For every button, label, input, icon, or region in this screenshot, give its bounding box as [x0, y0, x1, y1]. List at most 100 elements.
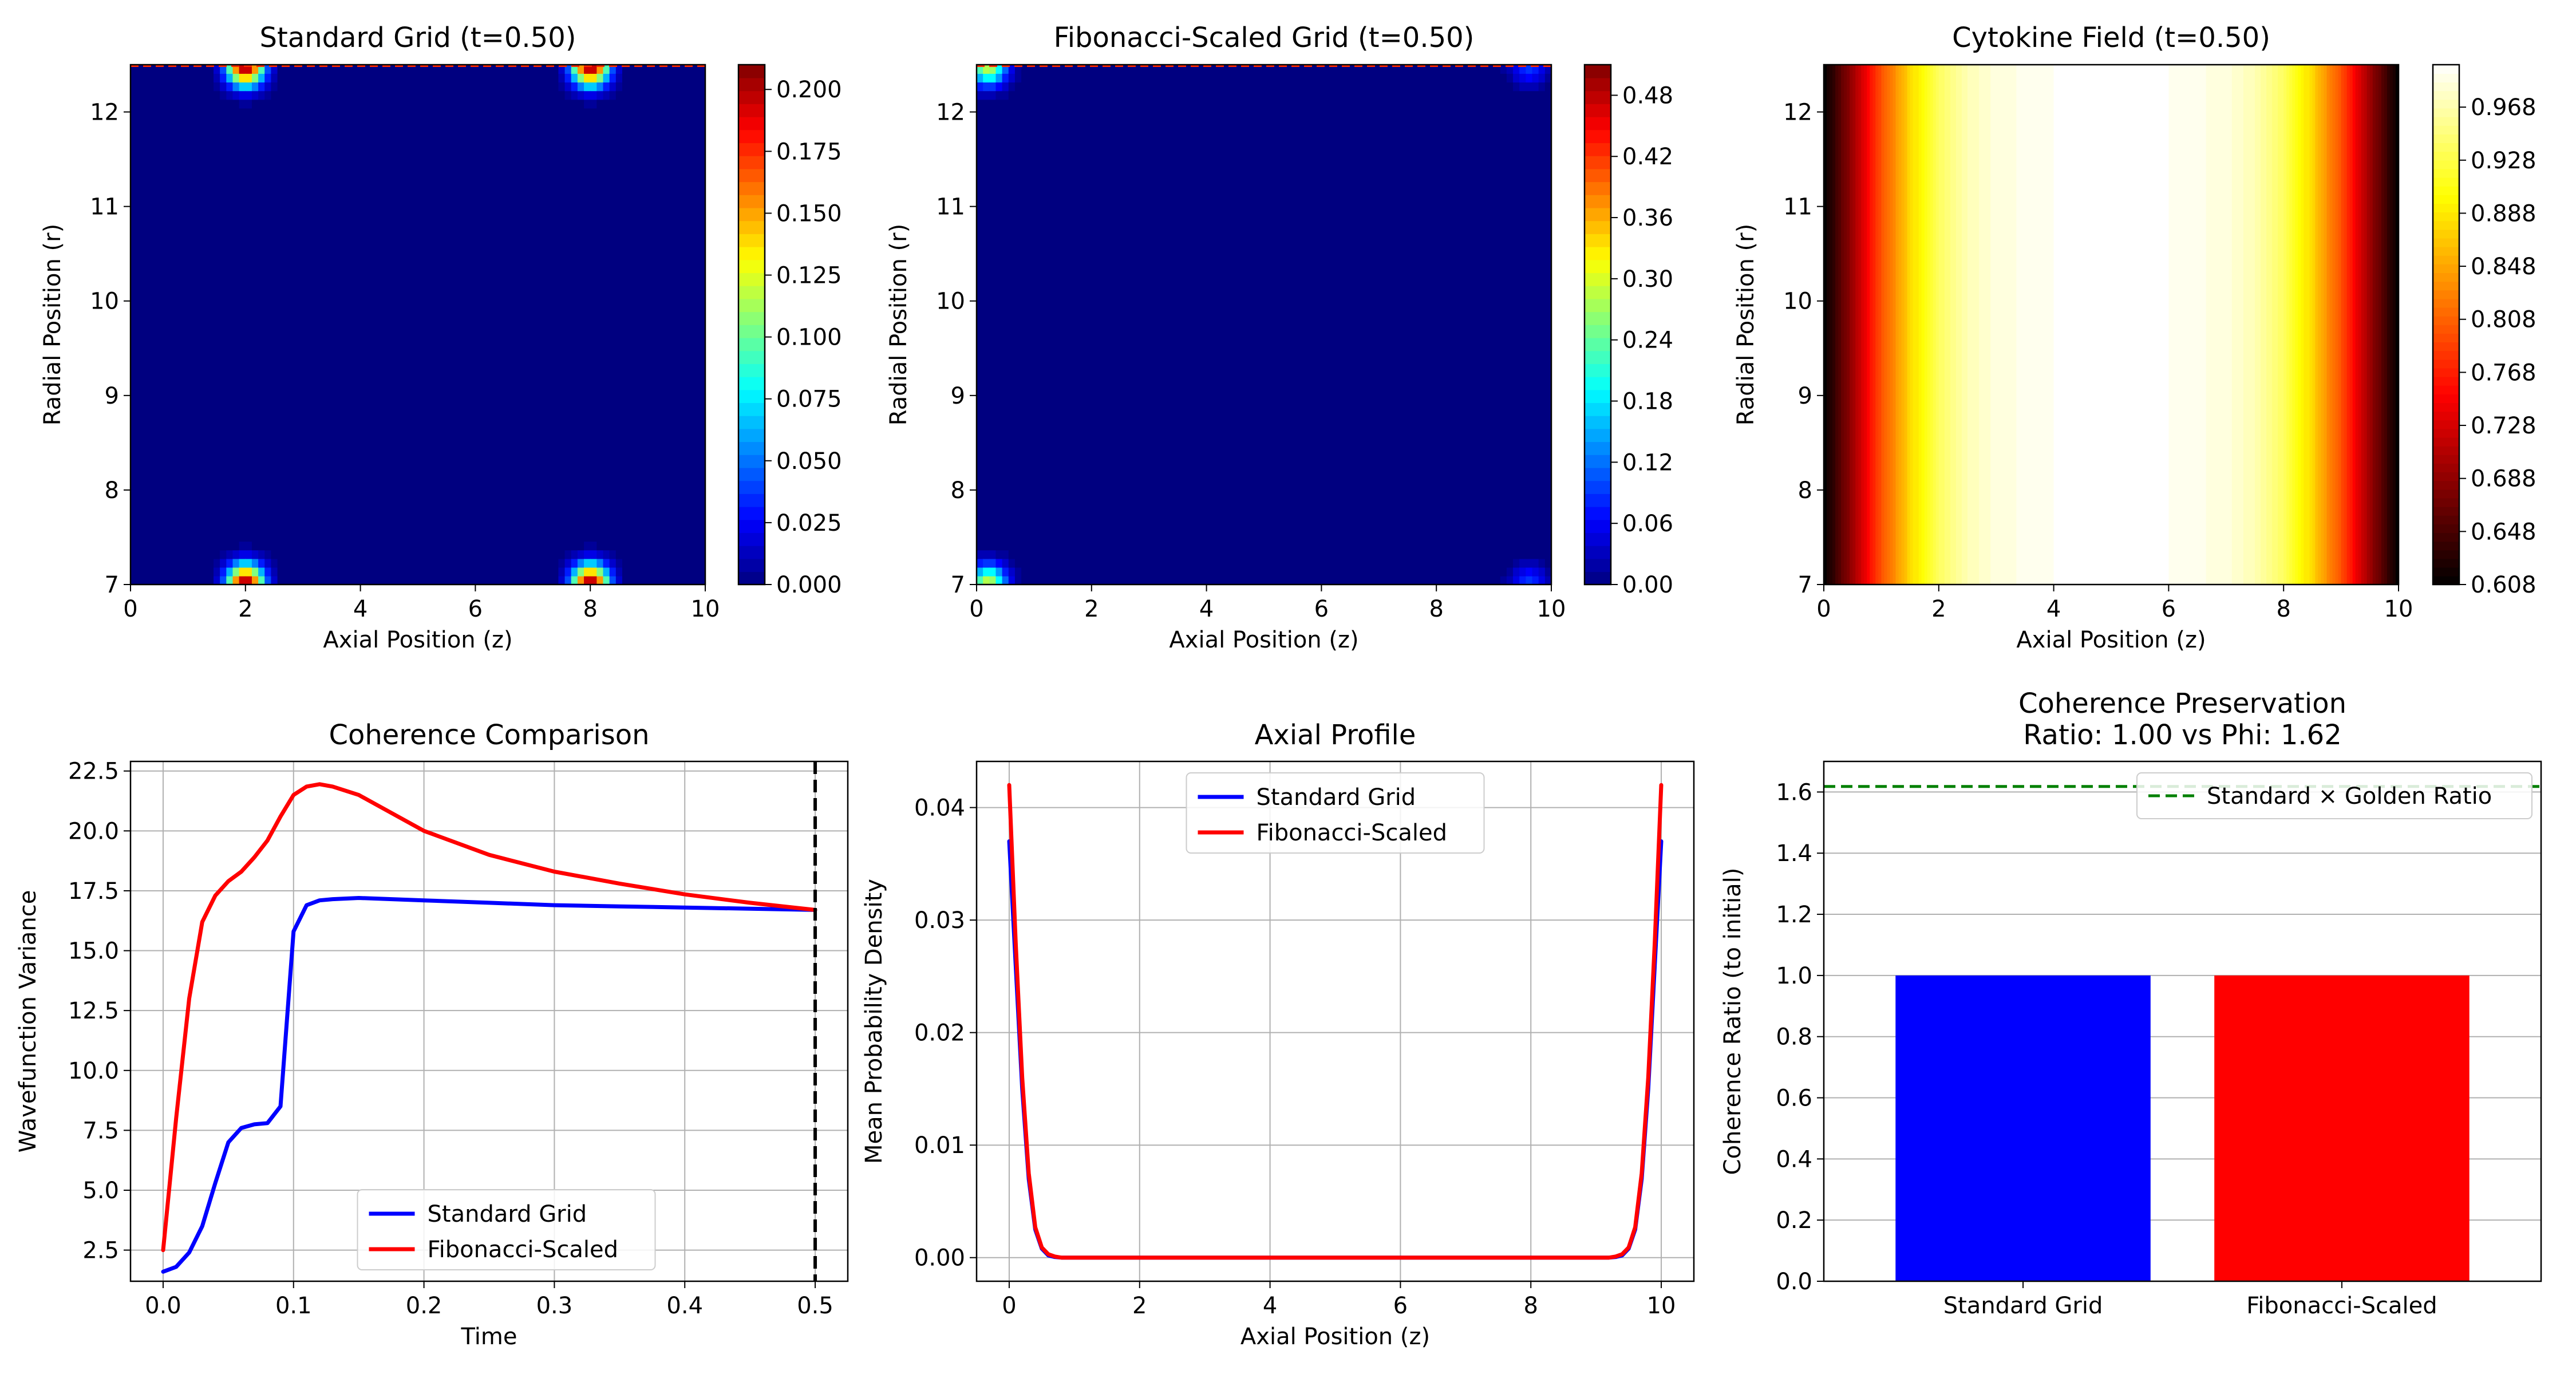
heatmap-cell [354, 82, 361, 91]
heatmap-cell [354, 377, 361, 386]
heatmap-cell [156, 394, 163, 403]
heatmap-cell [316, 377, 323, 386]
heatmap-cell [412, 117, 418, 126]
heatmap-cell [527, 455, 534, 464]
heatmap-cell [437, 90, 444, 100]
heatmap-cell [507, 212, 514, 221]
heatmap-cell [156, 325, 163, 334]
heatmap-cell [156, 437, 163, 447]
heatmap-cell [578, 498, 584, 507]
heatmap-cell [412, 377, 418, 386]
heatmap-cell [482, 125, 489, 135]
heatmap-cell [207, 360, 214, 369]
heatmap-cell [444, 576, 451, 585]
heatmap-cell [622, 177, 629, 187]
heatmap-cell [386, 264, 393, 273]
heatmap-cell [386, 437, 393, 447]
heatmap-cell [316, 238, 323, 247]
heatmap-cell [590, 550, 597, 559]
heatmap-cell [361, 125, 368, 135]
heatmap-cell [430, 446, 437, 455]
heatmap-cell [316, 290, 323, 299]
heatmap-cell [361, 498, 368, 507]
heatmap-cell [220, 125, 227, 135]
heatmap-cell [341, 117, 348, 126]
heatmap-cell [232, 472, 239, 481]
heatmap-cell [188, 186, 195, 195]
heatmap-cell [137, 160, 144, 169]
heatmap-cell [552, 489, 559, 499]
heatmap-cell [303, 402, 310, 412]
heatmap-cell [475, 498, 482, 507]
heatmap-cell [501, 489, 508, 499]
heatmap-cell [513, 532, 520, 542]
heatmap-cell [239, 195, 246, 204]
heatmap-cell [590, 281, 597, 290]
heatmap-cell [590, 108, 597, 117]
heatmap-cell [533, 463, 540, 472]
heatmap-cell [373, 316, 380, 325]
heatmap-cell [539, 281, 546, 290]
heatmap-cell [507, 550, 514, 559]
heatmap-cell [501, 532, 508, 542]
heatmap-cell [430, 541, 437, 550]
heatmap-cell [284, 247, 291, 256]
heatmap-cell [303, 515, 310, 524]
heatmap-cell [373, 429, 380, 438]
heatmap-cell [463, 455, 469, 464]
heatmap-cell [297, 541, 303, 550]
heatmap-cell [329, 368, 335, 377]
heatmap-cell [501, 524, 508, 533]
heatmap-cell [482, 402, 489, 412]
heatmap-cell [207, 90, 214, 100]
heatmap-cell [335, 247, 342, 256]
heatmap-cell [335, 160, 342, 169]
heatmap-cell [143, 134, 150, 143]
heatmap-cell [214, 532, 220, 542]
heatmap-cell [232, 273, 239, 282]
heatmap-cell [495, 394, 501, 403]
heatmap-cell [444, 160, 451, 169]
heatmap-cell [322, 446, 329, 455]
heatmap-cell [552, 368, 559, 377]
heatmap-cell [558, 559, 565, 568]
heatmap-cell [239, 472, 246, 481]
heatmap-cell [469, 125, 476, 135]
heatmap-cell [546, 429, 552, 438]
heatmap-cell [475, 100, 482, 109]
heatmap-cell [149, 203, 156, 212]
heatmap-cell [507, 368, 514, 377]
heatmap-cell [558, 160, 565, 169]
heatmap-cell [201, 230, 208, 239]
heatmap-cell [495, 160, 501, 169]
heatmap-cell [463, 186, 469, 195]
heatmap-cell [456, 230, 463, 239]
heatmap-cell [399, 429, 406, 438]
heatmap-cell [616, 108, 623, 117]
heatmap-cell [188, 455, 195, 464]
heatmap-cell [616, 273, 623, 282]
heatmap-cell [520, 559, 527, 568]
heatmap-cell [367, 117, 374, 126]
heatmap-cell [520, 195, 527, 204]
heatmap-cell [552, 316, 559, 325]
heatmap-cell [558, 515, 565, 524]
heatmap-cell [232, 567, 239, 577]
heatmap-cell [181, 273, 188, 282]
heatmap-cell [546, 342, 552, 351]
heatmap-cell [207, 195, 214, 204]
heatmap-cell [450, 567, 457, 577]
heatmap-cell [367, 559, 374, 568]
heatmap-cell [622, 411, 629, 420]
heatmap-cell [214, 325, 220, 334]
heatmap-cell [246, 299, 252, 308]
heatmap-cell [271, 73, 278, 82]
heatmap-cell [546, 238, 552, 247]
heatmap-cell [246, 567, 252, 577]
heatmap-cell [501, 247, 508, 256]
heatmap-cell [290, 290, 297, 299]
heatmap-cell [316, 264, 323, 273]
heatmap-cell [527, 507, 534, 516]
heatmap-cell [622, 247, 629, 256]
